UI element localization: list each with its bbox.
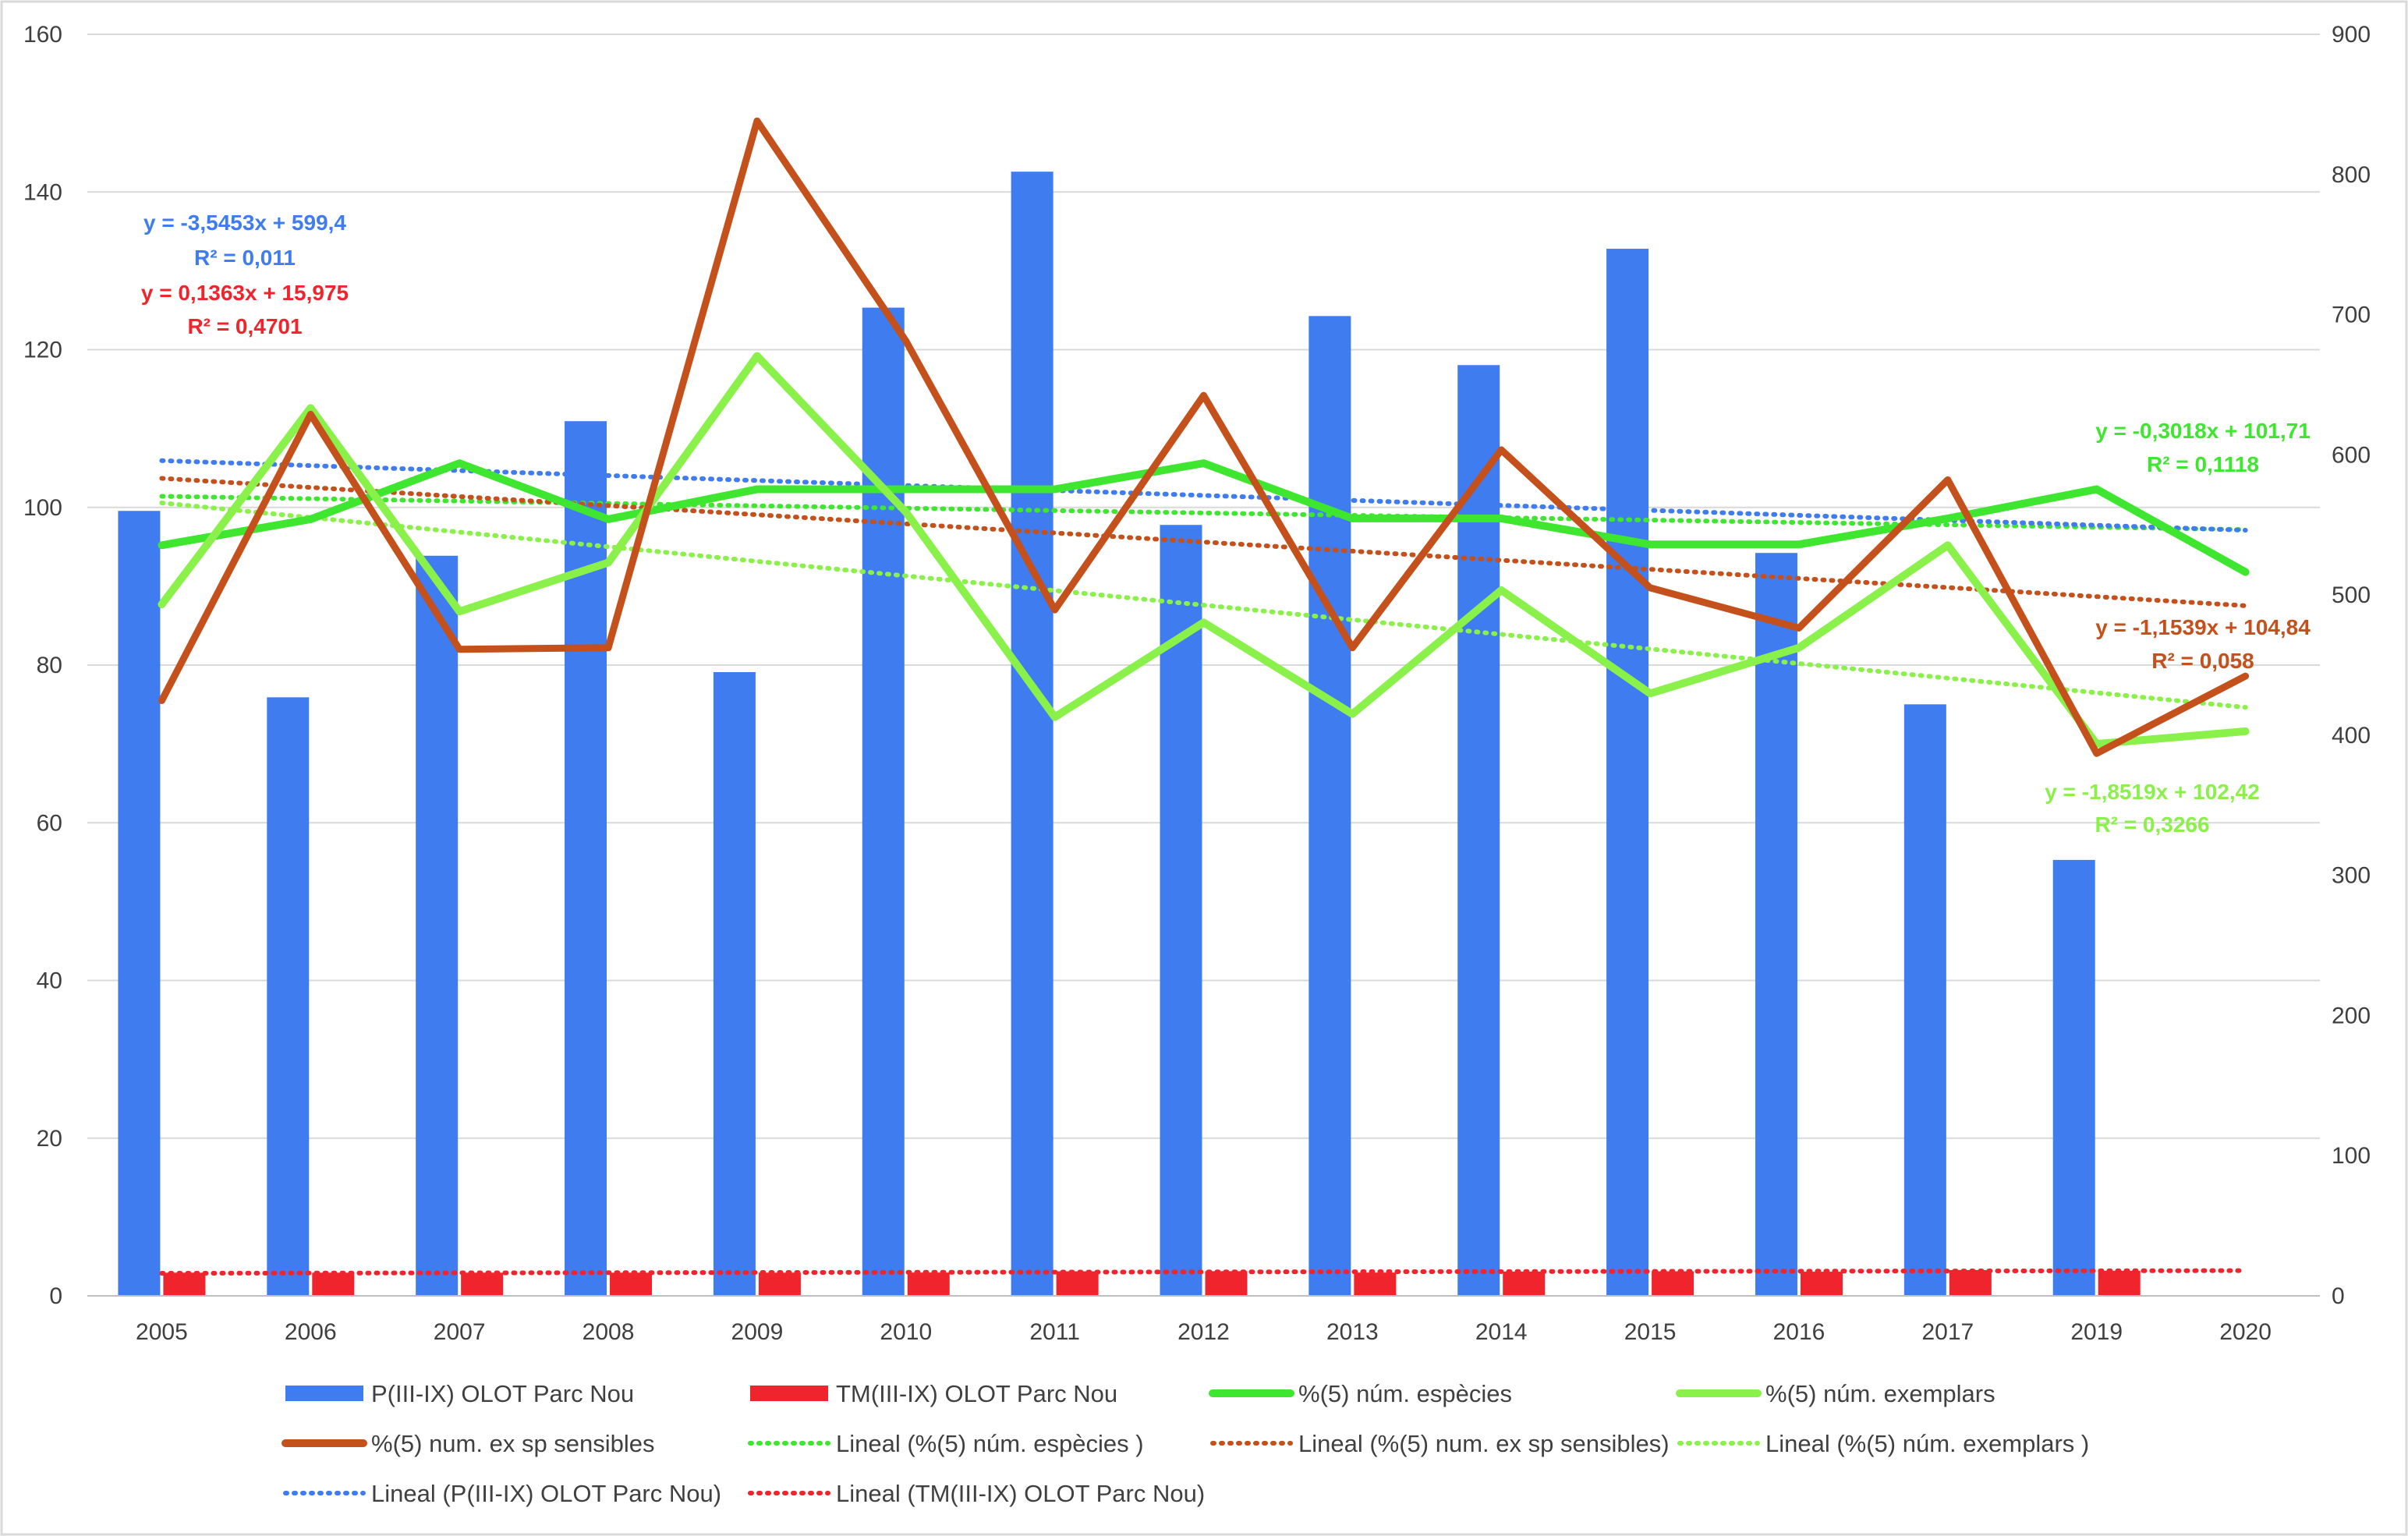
bar (1903, 704, 1946, 1296)
series-line (158, 117, 2250, 757)
series-line (158, 352, 2250, 749)
trendline (159, 476, 2248, 608)
x-axis-tick-label: 2010 (880, 1319, 932, 1345)
legend-label: Lineal (%(5) núm. espècies ) (836, 1430, 1144, 1457)
x-axis-tick-label: 2015 (1624, 1319, 1677, 1345)
trend-equations: y = -3,5453x + 599,4 R² = 0,011 y = 0,1363… (141, 211, 2311, 837)
legend-label: P(III-IX) OLOT Parc Nou (371, 1380, 634, 1407)
bar (1503, 1271, 1546, 1296)
left-axis-tick-label: 140 (23, 179, 62, 205)
line-series (158, 117, 2250, 757)
bar (565, 421, 607, 1296)
trend-equation: y = -1,8519x + 102,42 (2045, 780, 2260, 804)
trend-equation: y = -0,3018x + 101,71 (2095, 419, 2311, 443)
bar (1160, 525, 1202, 1296)
bar (713, 671, 756, 1296)
bar (610, 1272, 653, 1296)
trend-r-squared: R² = 0,011 (194, 246, 296, 270)
x-axis-tick-label: 2013 (1326, 1319, 1379, 1345)
trendline (159, 1268, 2248, 1276)
bar (1205, 1271, 1248, 1296)
bar (1056, 1271, 1099, 1296)
bar (312, 1272, 355, 1296)
right-axis-tick-label: 700 (2332, 303, 2371, 328)
trend-equation: y = -1,1539x + 104,84 (2095, 615, 2311, 639)
x-axis-tick-label: 2020 (2219, 1319, 2272, 1345)
left-axis-tick-label: 80 (37, 653, 62, 678)
x-axis-tick-label: 2016 (1773, 1319, 1825, 1345)
left-axis-tick-label: 120 (23, 338, 62, 363)
trend-r-squared: R² = 0,3266 (2095, 812, 2209, 837)
bar (1606, 249, 1649, 1296)
right-axis-tick-label: 100 (2332, 1143, 2371, 1169)
right-axis-tick-label: 500 (2332, 582, 2371, 608)
bar (118, 511, 161, 1296)
legend-label: Lineal (TM(III-IX) OLOT Parc Nou) (836, 1480, 1205, 1507)
bar (907, 1272, 950, 1296)
right-axis-tick-label: 900 (2332, 22, 2371, 48)
x-axis-tick-label: 2014 (1475, 1319, 1528, 1345)
bar (1949, 1269, 1992, 1296)
right-axis-tick-label: 200 (2332, 1003, 2371, 1028)
left-axis-tick-label: 160 (23, 22, 62, 48)
bar (267, 697, 310, 1296)
x-axis-tick-label: 2005 (136, 1319, 188, 1345)
bar (1011, 172, 1054, 1296)
bar (1652, 1271, 1694, 1296)
legend-label: Lineal (%(5) núm. exemplars ) (1765, 1430, 2089, 1457)
x-axis-tick-label: 2007 (434, 1319, 486, 1345)
trend-r-squared: R² = 0,4701 (187, 314, 302, 338)
right-axis-tick-label: 800 (2332, 162, 2371, 188)
legend-label: Lineal (%(5) num. ex sp sensibles) (1298, 1430, 1670, 1457)
legend-label: %(5) núm. exemplars (1765, 1380, 1995, 1407)
legend-swatch-bar (285, 1386, 363, 1401)
x-axis-tick-label: 2011 (1029, 1319, 1080, 1345)
left-axis-tick-label: 100 (23, 495, 62, 521)
trend-r-squared: R² = 0,1118 (2147, 452, 2259, 476)
left-axis-tick-label: 0 (49, 1283, 62, 1309)
left-axis-tick-label: 20 (37, 1126, 62, 1152)
legend-label: Lineal (P(III-IX) OLOT Parc Nou) (371, 1480, 721, 1507)
x-axis-tick-label: 2006 (285, 1319, 337, 1345)
trendlines (159, 458, 2248, 1276)
bar (1308, 316, 1351, 1297)
bar (758, 1272, 801, 1296)
right-axis-tick-label: 0 (2332, 1283, 2345, 1309)
bar (1354, 1272, 1397, 1296)
x-axis-tick-label: 2019 (2070, 1319, 2123, 1345)
right-axis-tick-label: 600 (2332, 442, 2371, 468)
bar (1800, 1272, 1843, 1296)
right-axis-tick-label: 300 (2332, 863, 2371, 889)
bar (2052, 859, 2095, 1296)
legend-label: %(5) núm. espècies (1298, 1380, 1512, 1407)
right-axis-tick-label: 400 (2332, 723, 2371, 749)
x-axis-tick-label: 2008 (583, 1319, 635, 1345)
x-axis-tick-label: 2017 (1921, 1319, 1974, 1345)
axes: 0 20 40 60 80 100 120 140 160 0 100 200 300 400 500 600… (23, 22, 2371, 1345)
trend-r-squared: R² = 0,058 (2151, 649, 2254, 673)
left-axis-tick-label: 40 (37, 968, 62, 994)
legend-swatch-bar (750, 1386, 828, 1401)
bar (2098, 1270, 2141, 1296)
left-axis-tick-label: 60 (37, 810, 62, 836)
trendline (159, 501, 2248, 710)
trend-equation: y = 0,1363x + 15,975 (141, 281, 349, 305)
x-axis-tick-label: 2012 (1177, 1319, 1230, 1345)
bar (163, 1272, 206, 1296)
legend[interactable]: P(III-IX) OLOT Parc Nou TM(III-IX) OLOT P… (282, 1380, 2089, 1507)
bar (862, 307, 905, 1297)
bar (1755, 553, 1797, 1296)
trend-equation: y = -3,5453x + 599,4 (143, 211, 346, 235)
x-axis-tick-label: 2009 (731, 1319, 784, 1345)
bar (461, 1272, 504, 1296)
legend-label: %(5) num. ex sp sensibles (371, 1430, 655, 1457)
legend-label: TM(III-IX) OLOT Parc Nou (836, 1380, 1117, 1407)
gridlines (87, 34, 2320, 1139)
bar (416, 555, 459, 1296)
